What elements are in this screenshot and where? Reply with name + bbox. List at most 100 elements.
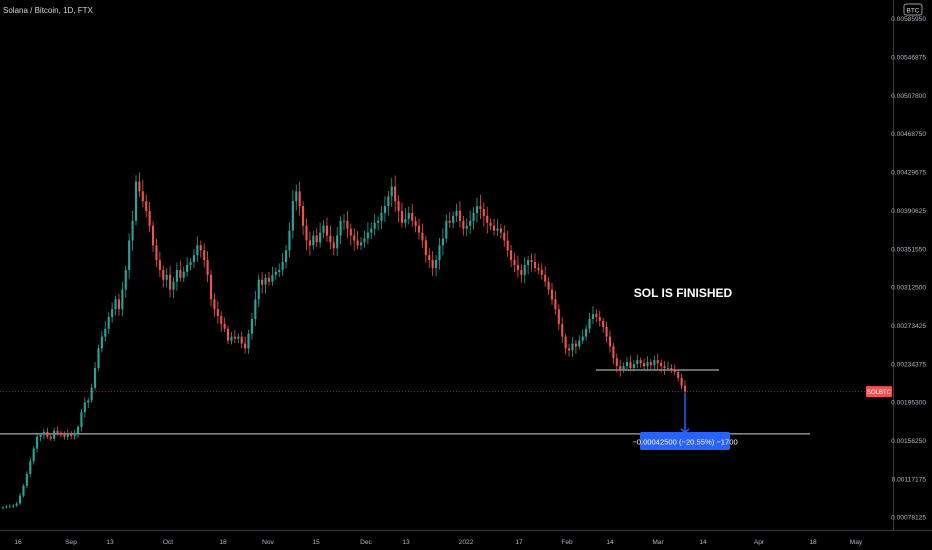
candle-body <box>349 228 352 236</box>
candle-body <box>5 506 8 508</box>
candle-body <box>59 432 63 435</box>
candle-body <box>605 326 608 337</box>
candle-body <box>448 220 451 223</box>
candle-body <box>83 402 86 413</box>
candle-body <box>145 201 148 212</box>
candle-body <box>46 431 49 437</box>
candle-body <box>380 212 383 221</box>
candle-body <box>124 269 127 290</box>
candle-body <box>66 433 69 437</box>
candle-body <box>192 255 196 263</box>
candle-body <box>625 362 629 367</box>
candle-body <box>213 299 216 310</box>
candle-body <box>18 495 22 504</box>
candle-body <box>411 212 414 221</box>
x-tick-label: 16 <box>14 539 22 546</box>
candle-body <box>80 412 83 427</box>
x-tick-label: Apr <box>754 539 765 546</box>
y-tick-label: 0.00585950 <box>891 16 926 23</box>
measure-label-text: −0.00042500 (−20.55%) −1700 <box>632 438 737 447</box>
x-tick-label: 18 <box>219 539 227 546</box>
candle-body <box>649 362 652 366</box>
measure-label-box[interactable] <box>640 432 730 450</box>
candle-body <box>438 245 441 261</box>
candle-body <box>608 336 612 347</box>
y-tick-label: 0.00117175 <box>892 476 927 483</box>
candle-body <box>574 343 577 347</box>
candle-body <box>537 267 540 270</box>
candle-body <box>639 360 642 364</box>
candle-body <box>104 328 107 337</box>
candle-body <box>90 387 93 401</box>
x-tick-label: Feb <box>561 539 573 546</box>
candle-body <box>663 366 666 369</box>
annotation-text[interactable]: SOL IS FINISHED <box>634 286 733 300</box>
candle-body <box>186 265 189 272</box>
candle-body <box>220 316 223 324</box>
candle-body <box>97 348 100 369</box>
currency-badge[interactable] <box>903 3 923 16</box>
candle-body <box>417 225 421 233</box>
candle-body <box>315 235 318 243</box>
candle-body <box>510 250 513 261</box>
candle-body <box>39 434 42 437</box>
candle-body <box>233 336 236 339</box>
candle-body <box>155 245 158 261</box>
candle-body <box>353 235 356 241</box>
candle-body <box>520 269 523 275</box>
candle-body <box>172 281 175 290</box>
candle-body <box>370 228 373 233</box>
y-tick-label: 0.00351550 <box>891 246 926 253</box>
candle-body <box>359 242 363 246</box>
candle-body <box>189 262 192 265</box>
candlestick-series <box>1 172 687 510</box>
price-axis[interactable]: 0.00585950 0.00546875 0.00507800 0.00468750… <box>891 16 926 521</box>
candle-body <box>295 191 298 202</box>
candle-body <box>329 235 332 243</box>
candle-body <box>203 250 206 261</box>
y-tick-label: 0.00312500 <box>891 285 926 292</box>
candle-body <box>666 368 670 369</box>
candle-body <box>134 181 138 221</box>
candle-body <box>397 201 400 212</box>
candle-body <box>342 220 346 222</box>
x-tick-label: Sep <box>65 539 77 546</box>
candle-body <box>458 211 461 221</box>
candle-body <box>660 363 663 367</box>
candle-body <box>63 434 66 437</box>
candle-body <box>206 260 209 275</box>
time-axis[interactable]: 16 Sep 13 Oct 18 Nov 15 Dec 13 2022 17 Feb 14 Mar 14 Ap… <box>14 539 863 546</box>
y-tick-label: 0.00156250 <box>891 438 926 445</box>
candle-body <box>404 218 407 223</box>
candle-body <box>680 377 683 386</box>
candle-body <box>489 222 492 226</box>
candle-body <box>441 238 444 246</box>
candle-body <box>169 274 172 290</box>
candle-body <box>414 220 417 226</box>
candle-body <box>288 230 291 251</box>
candle-body <box>632 364 635 369</box>
candle-body <box>312 235 315 246</box>
candle-body <box>479 206 482 210</box>
candle-body <box>424 240 427 256</box>
x-tick-label: Mar <box>652 539 664 546</box>
candle-body <box>540 269 543 275</box>
candle-body <box>547 281 550 290</box>
candle-body <box>527 260 530 265</box>
candle-body <box>278 269 281 272</box>
candle-body <box>179 269 182 278</box>
candle-body <box>653 360 656 366</box>
candle-body <box>267 277 271 282</box>
candle-body <box>533 262 537 268</box>
candle-body <box>373 222 376 229</box>
candle-body <box>673 370 676 372</box>
candle-body <box>141 191 144 202</box>
symbol-price-badge-label: SOLBTC <box>867 390 892 396</box>
candle-body <box>196 245 199 256</box>
candle-body <box>486 215 489 223</box>
candle-body <box>121 289 124 310</box>
candle-body <box>677 371 680 378</box>
candle-body <box>506 240 509 251</box>
candle-body <box>482 209 485 216</box>
